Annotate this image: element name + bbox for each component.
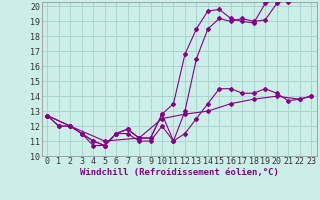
X-axis label: Windchill (Refroidissement éolien,°C): Windchill (Refroidissement éolien,°C) (80, 168, 279, 177)
